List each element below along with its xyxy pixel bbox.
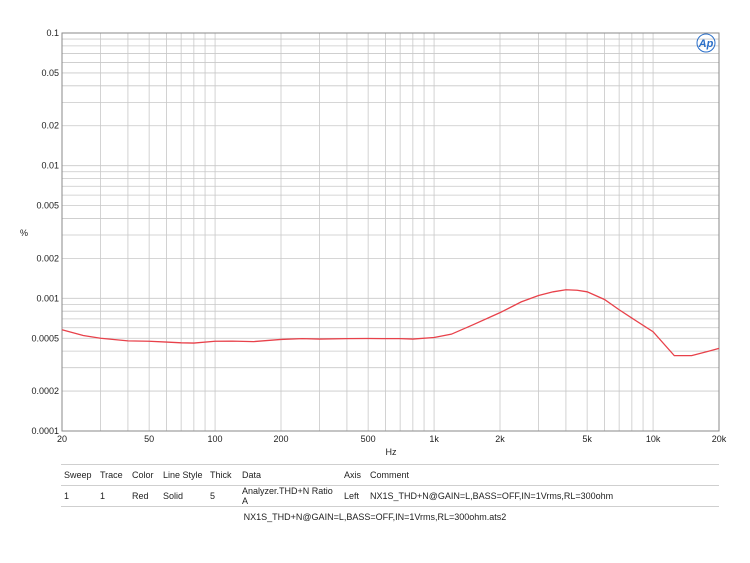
y-tick-label: 0.005 bbox=[36, 201, 59, 211]
header-line-style: Line Style bbox=[160, 464, 207, 486]
chart-plot: 20 50 100 200 500 1k 2k 5k 10k 20k 0.1 0.05 0.02 0.01… bbox=[20, 28, 727, 457]
header-sweep: Sweep bbox=[61, 464, 97, 486]
legend-header-row: Sweep Trace Color Line Style Thick Data … bbox=[61, 464, 719, 486]
grid-lines bbox=[61, 33, 720, 432]
x-axis-label: Hz bbox=[386, 447, 397, 457]
series-line bbox=[61, 289, 720, 357]
x-tick-label: 20 bbox=[57, 434, 67, 444]
y-tick-label: 0.1 bbox=[46, 28, 59, 38]
x-tick-label: 10k bbox=[646, 434, 661, 444]
cell-thick: 5 bbox=[207, 485, 239, 507]
cell-sweep: 1 bbox=[61, 485, 97, 507]
y-axis-label: % bbox=[20, 228, 28, 238]
svg-text:Ap: Ap bbox=[698, 38, 714, 50]
cell-comment: NX1S_THD+N@GAIN=L,BASS=OFF,IN=1Vrms,RL=3… bbox=[367, 485, 719, 507]
y-tick-label: 0.002 bbox=[36, 253, 59, 263]
header-data: Data bbox=[239, 464, 341, 486]
cell-axis: Left bbox=[341, 485, 367, 507]
x-tick-label: 200 bbox=[273, 434, 288, 444]
y-tick-label: 0.05 bbox=[41, 68, 59, 78]
y-tick-label: 0.02 bbox=[41, 121, 59, 131]
plot-frame bbox=[61, 32, 720, 432]
x-tick-label: 5k bbox=[582, 434, 592, 444]
header-axis: Axis bbox=[341, 464, 367, 486]
legend-table: Sweep Trace Color Line Style Thick Data … bbox=[61, 464, 719, 507]
header-color: Color bbox=[129, 464, 160, 486]
y-tick-label: 0.001 bbox=[36, 293, 59, 303]
y-tick-label: 0.0001 bbox=[31, 426, 59, 436]
x-tick-label: 50 bbox=[144, 434, 154, 444]
ap-logo: Ap bbox=[696, 33, 716, 53]
header-comment: Comment bbox=[367, 464, 719, 486]
cell-line-style: Solid bbox=[160, 485, 207, 507]
x-tick-label: 2k bbox=[495, 434, 505, 444]
legend-row: 1 1 Red Solid 5 Analyzer.THD+N Ratio A L… bbox=[61, 485, 719, 507]
y-tick-label: 0.01 bbox=[41, 161, 59, 171]
file-name-label: NX1S_THD+N@GAIN=L,BASS=OFF,IN=1Vrms,RL=3… bbox=[243, 512, 507, 522]
x-tick-label: 1k bbox=[429, 434, 439, 444]
x-tick-label: 500 bbox=[361, 434, 376, 444]
x-tick-label: 20k bbox=[712, 434, 727, 444]
y-tick-label: 0.0002 bbox=[31, 386, 59, 396]
header-thick: Thick bbox=[207, 464, 239, 486]
x-tick-label: 100 bbox=[208, 434, 223, 444]
tick-labels: 20 50 100 200 500 1k 2k 5k 10k 20k 0.1 0.05 0.02 0.01… bbox=[31, 28, 726, 444]
y-tick-label: 0.0005 bbox=[31, 333, 59, 343]
header-trace: Trace bbox=[97, 464, 129, 486]
cell-data: Analyzer.THD+N Ratio A bbox=[239, 485, 341, 507]
cell-trace: 1 bbox=[97, 485, 129, 507]
cell-color: Red bbox=[129, 485, 160, 507]
